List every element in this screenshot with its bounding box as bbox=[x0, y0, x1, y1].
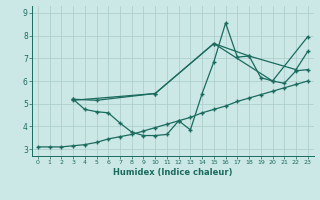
X-axis label: Humidex (Indice chaleur): Humidex (Indice chaleur) bbox=[113, 168, 233, 177]
